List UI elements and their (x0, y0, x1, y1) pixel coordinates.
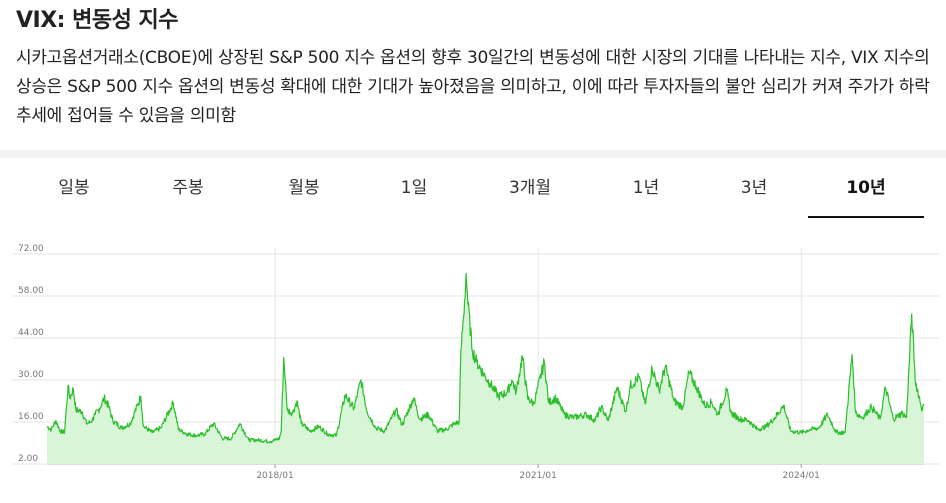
vix-chart[interactable]: 72.00 58.00 44.00 30.00 16.00 2.00 2018/01 2021… (0, 228, 946, 503)
y-tick-label: 72.00 (18, 244, 44, 254)
tab-3-years[interactable]: 3년 (740, 178, 768, 198)
x-tick-label: 2021/01 (519, 471, 556, 481)
period-tabs: 일봉 주봉 월봉 1일 3개월 1년 3년 10년 (0, 158, 946, 218)
y-tick-label: 16.00 (18, 412, 44, 422)
tab-10-years[interactable]: 10년 (808, 158, 924, 218)
tab-3-months[interactable]: 3개월 (508, 178, 552, 198)
x-tick-label: 2018/01 (256, 471, 293, 481)
index-description: 시카고옵션거래소(CBOE)에 상장된 S&P 500 지수 옵션의 향후 30… (16, 48, 930, 126)
tab-daily[interactable]: 일봉 (58, 178, 90, 198)
tab-1-day[interactable]: 1일 (400, 178, 428, 198)
tab-weekly[interactable]: 주봉 (172, 178, 204, 198)
series-line (46, 272, 925, 444)
y-tick-label: 58.00 (18, 286, 44, 296)
tab-1-year[interactable]: 1년 (632, 178, 660, 198)
y-tick-label: 2.00 (18, 454, 38, 464)
section-divider (0, 150, 946, 158)
series-area (47, 273, 924, 464)
tab-monthly[interactable]: 월봉 (288, 178, 320, 198)
page-title: VIX: 변동성 지수 (16, 8, 179, 33)
y-tick-label: 44.00 (18, 328, 44, 338)
header: VIX: 변동성 지수 시카고옵션거래소(CBOE)에 상장된 S&P 500 … (0, 0, 946, 150)
y-tick-label: 30.00 (18, 370, 44, 380)
x-tick-label: 2024/01 (783, 471, 820, 481)
